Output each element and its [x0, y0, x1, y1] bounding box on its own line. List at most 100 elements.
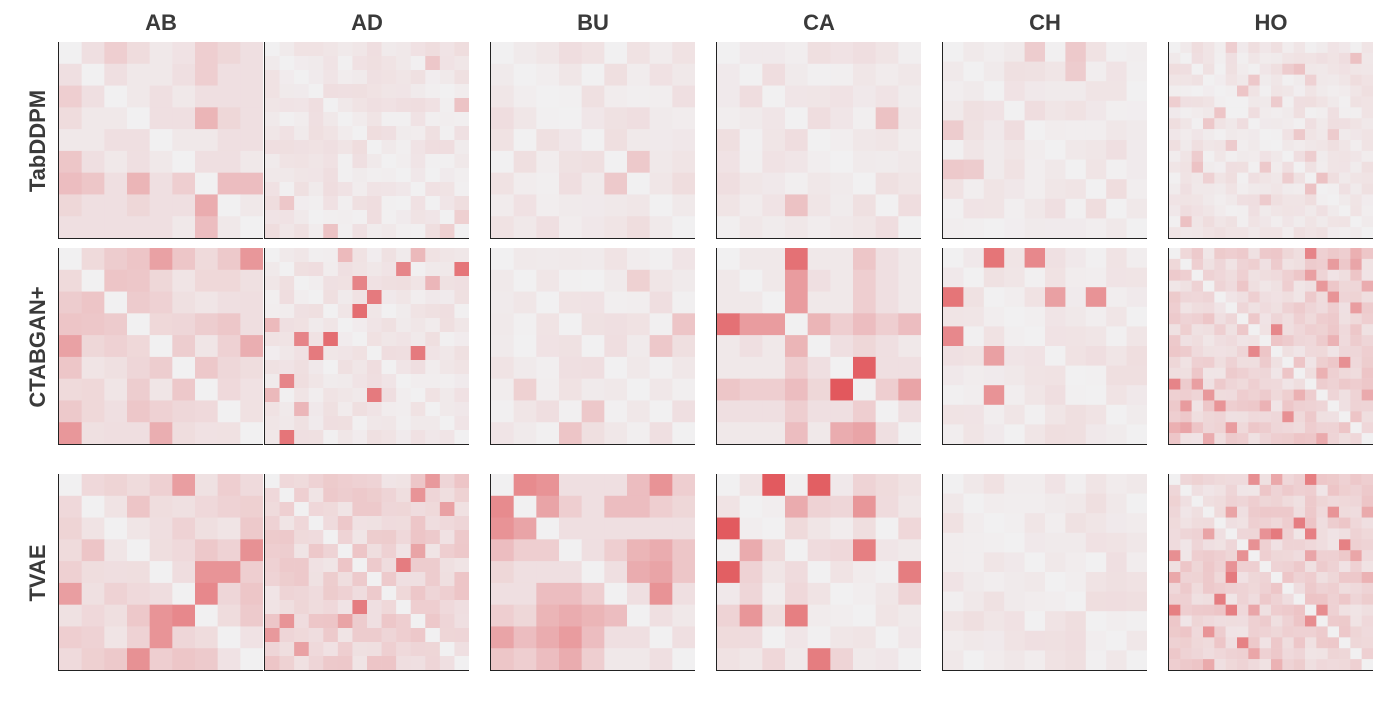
- heatmap-cell: [853, 648, 877, 670]
- heatmap-cell: [1316, 335, 1328, 347]
- heatmap-cell: [410, 304, 426, 319]
- heatmap-cell: [963, 346, 985, 366]
- heatmap-cell: [739, 107, 763, 130]
- heatmap-cell: [1350, 335, 1362, 347]
- heatmap-cell: [323, 290, 339, 305]
- heatmap-cell: [1169, 258, 1181, 270]
- heatmap-cell: [1191, 291, 1204, 303]
- heatmap-cell: [425, 558, 441, 573]
- heatmap-cell: [217, 42, 241, 65]
- heatmap-cell: [410, 614, 426, 629]
- heatmap-cell: [337, 614, 353, 629]
- heatmap-cell: [1126, 493, 1147, 514]
- heatmap-cell: [367, 544, 382, 559]
- heatmap-cell: [627, 63, 651, 86]
- heatmap-cell: [1271, 324, 1283, 336]
- heatmap-cell: [337, 656, 353, 670]
- heatmap-cell: [127, 474, 151, 497]
- heatmap-cell: [1004, 42, 1026, 62]
- heatmap-cell: [1327, 227, 1340, 238]
- heatmap-cell: [1214, 161, 1226, 173]
- heatmap-cell: [1293, 269, 1306, 281]
- heatmap-cell: [1214, 378, 1226, 390]
- heatmap-cell: [1259, 422, 1272, 434]
- heatmap-svg: [59, 474, 263, 670]
- heatmap-cell: [1169, 63, 1181, 75]
- heatmap-cell: [1214, 258, 1226, 270]
- heatmap-cell: [337, 182, 353, 197]
- heatmap-cell: [1169, 593, 1181, 605]
- heatmap-cell: [1248, 517, 1260, 529]
- heatmap-cell: [104, 474, 128, 497]
- heatmap-cell: [1361, 626, 1373, 638]
- heatmap-cell: [308, 346, 324, 361]
- heatmap-cell: [1214, 313, 1226, 325]
- heatmap-cell: [279, 586, 295, 601]
- heatmap-cell: [604, 400, 628, 423]
- heatmap-cell: [1169, 248, 1181, 260]
- heatmap-cell: [1271, 659, 1283, 670]
- heatmap-cell: [1305, 539, 1317, 551]
- heatmap-cell: [352, 416, 368, 431]
- heatmap-cell: [1203, 539, 1215, 551]
- heatmap-cell: [943, 326, 964, 347]
- heatmap-cell: [172, 356, 196, 380]
- heatmap-cell: [1361, 74, 1373, 86]
- heatmap-cell: [308, 360, 324, 375]
- heatmap-cell: [149, 400, 173, 423]
- heatmap-cell: [1282, 433, 1294, 444]
- heatmap-cell: [1339, 411, 1351, 423]
- heatmap-cell: [265, 530, 280, 545]
- heatmap-cell: [323, 402, 339, 417]
- heatmap-cell: [1214, 422, 1226, 434]
- heatmap-cell: [352, 332, 368, 347]
- heatmap-cell: [337, 168, 353, 183]
- heatmap-cell: [81, 313, 105, 336]
- heatmap-cell: [410, 530, 426, 545]
- heatmap-cell: [1361, 183, 1373, 195]
- heatmap-cell: [1316, 324, 1328, 336]
- heatmap-cell: [1282, 42, 1294, 54]
- heatmap-cell: [1085, 306, 1107, 327]
- heatmap-cell: [1191, 517, 1204, 529]
- heatmap-cell: [1339, 107, 1351, 119]
- heatmap-cell: [279, 98, 295, 113]
- heatmap-cell: [1225, 411, 1238, 423]
- heatmap-cell: [1361, 356, 1373, 368]
- heatmap-cell: [396, 614, 412, 629]
- heatmap-cell: [265, 84, 280, 99]
- heatmap-cell: [1361, 495, 1373, 507]
- heatmap-cell: [1327, 107, 1340, 119]
- heatmap-cell: [672, 626, 695, 649]
- heatmap-cell: [367, 154, 382, 169]
- heatmap-cell: [1339, 269, 1351, 281]
- heatmap-cell: [265, 56, 280, 71]
- heatmap-cell: [1225, 140, 1238, 152]
- heatmap-cell: [308, 642, 324, 657]
- heatmap-cell: [1191, 400, 1204, 412]
- heatmap-cell: [1259, 118, 1272, 130]
- heatmap-cell: [491, 291, 515, 314]
- heatmap-cell: [491, 269, 515, 292]
- heatmap-cell: [410, 168, 426, 183]
- heatmap-cell: [1237, 302, 1249, 314]
- heatmap-cell: [943, 81, 964, 102]
- heatmap-cell: [536, 474, 560, 497]
- heatmap-cell: [1004, 306, 1026, 327]
- heatmap-cell: [785, 422, 809, 444]
- heatmap-cell: [627, 313, 651, 336]
- heatmap-cell: [898, 561, 921, 584]
- heatmap-cell: [1191, 582, 1204, 594]
- heatmap-cell: [1180, 517, 1192, 529]
- heatmap-cell: [672, 356, 695, 380]
- heatmap-cell: [1169, 269, 1181, 281]
- heatmap-cell: [59, 63, 83, 86]
- heatmap-cell: [963, 591, 985, 612]
- heatmap-cell: [1225, 659, 1238, 670]
- heatmap-cell: [1045, 513, 1066, 534]
- heatmap-cell: [1024, 159, 1046, 180]
- heatmap-cell: [294, 360, 310, 375]
- heatmap-cell: [1191, 85, 1204, 97]
- heatmap-cell: [1339, 140, 1351, 152]
- heatmap-cell: [1225, 85, 1238, 97]
